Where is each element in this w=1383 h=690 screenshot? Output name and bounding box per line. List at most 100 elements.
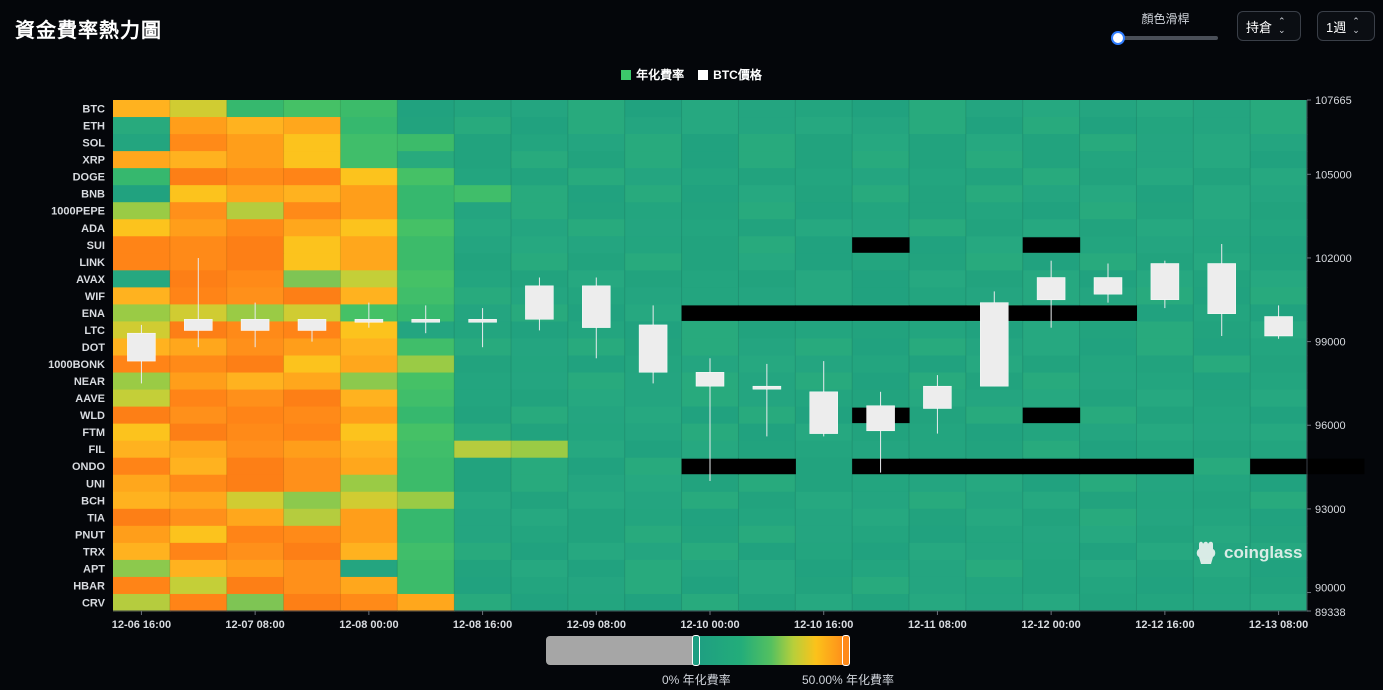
- heat-cell-SOL-13: [852, 134, 910, 152]
- heat-cell-DOGE-3: [283, 168, 342, 186]
- color-range-min-handle[interactable]: [692, 635, 700, 666]
- heat-cell-HBAR-2: [226, 576, 285, 595]
- heat-cell-BTC-19: [1193, 100, 1251, 118]
- heat-cell-SUI-8: [567, 236, 626, 254]
- time-tick-label: 12-11 08:00: [908, 619, 967, 631]
- heat-cell-CRV-13: [852, 593, 910, 612]
- heat-cell-1000BONK-16: [1022, 355, 1081, 374]
- heat-cell-FTM-3: [283, 423, 342, 442]
- heat-cell-DOGE-15: [965, 168, 1024, 186]
- heat-cell-BCH-0: [113, 491, 171, 510]
- heat-cell-FIL-14: [909, 440, 967, 459]
- color-range-max-handle[interactable]: [842, 635, 850, 666]
- heat-cell-PNUT-8: [567, 525, 626, 544]
- heat-cell-BNB-14: [909, 185, 967, 203]
- heat-cell-DOT-5: [397, 338, 455, 357]
- heat-cell-LTC-11: [738, 321, 796, 340]
- heat-cell-BNB-17: [1079, 185, 1138, 203]
- heat-cell-WLD-20: [1250, 406, 1308, 425]
- heat-cell-WLD-15: [965, 406, 1024, 425]
- btc-candle-body: [1036, 277, 1066, 301]
- heat-cell-1000PEPE-8: [567, 202, 626, 220]
- heat-cell-1000BONK-2: [226, 355, 285, 374]
- heat-cell-PNUT-16: [1022, 525, 1081, 544]
- color-range-bar[interactable]: [546, 635, 850, 666]
- heat-cell-SUI-14: [909, 236, 967, 254]
- heat-cell-TIA-12: [795, 508, 853, 527]
- heat-cell-NEAR-7: [511, 372, 569, 391]
- symbol-label: SUI: [87, 240, 105, 252]
- heat-cell-TIA-17: [1079, 508, 1138, 527]
- heat-cell-APT-7: [511, 559, 569, 578]
- heat-cell-PNUT-4: [340, 525, 398, 544]
- period-select[interactable]: 1週 ⌃ ⌄: [1317, 11, 1375, 41]
- color-slider-thumb[interactable]: [1111, 31, 1125, 45]
- heat-cell-APT-18: [1136, 559, 1194, 578]
- heat-cell-UNI-10: [681, 474, 740, 493]
- heat-cell-XRP-18: [1136, 151, 1194, 169]
- heat-cell-ENA-0: [113, 304, 171, 323]
- heat-cell-CRV-18: [1136, 593, 1194, 612]
- heat-cell-AVAX-11: [738, 270, 796, 288]
- symbol-label: HBAR: [73, 581, 105, 593]
- heat-cell-ONDO-7: [511, 457, 569, 476]
- legend-item-funding-rate[interactable]: 年化費率: [621, 66, 684, 83]
- btc-candle-body: [468, 319, 497, 323]
- position-select[interactable]: 持倉 ⌃ ⌄: [1237, 11, 1301, 41]
- heat-cell-ETH-5: [397, 117, 455, 135]
- heat-cell-AAVE-6: [454, 389, 512, 408]
- heat-cell-APT-19: [1193, 559, 1251, 578]
- heat-cell-ADA-17: [1079, 219, 1138, 237]
- heat-cell-TIA-7: [511, 508, 569, 527]
- heat-cell-AVAX-13: [852, 270, 910, 288]
- time-tick-label: 12-08 16:00: [453, 619, 512, 631]
- heat-cell-1000BONK-13: [852, 355, 910, 374]
- btc-candle-body: [582, 285, 611, 328]
- heat-cell-ETH-15: [965, 117, 1024, 135]
- heat-cell-1000PEPE-15: [965, 202, 1024, 220]
- heat-cell-FIL-2: [226, 440, 285, 459]
- heat-cell-ONDO-5: [397, 457, 455, 476]
- heat-cell-1000BONK-4: [340, 355, 398, 374]
- price-tick-label: 90000: [1315, 583, 1346, 595]
- heat-cell-XRP-7: [511, 151, 569, 169]
- heat-cell-ADA-2: [226, 219, 285, 237]
- heat-cell-LINK-17: [1079, 253, 1138, 271]
- heat-cell-AVAX-6: [454, 270, 512, 288]
- heat-cell-BTC-7: [511, 100, 569, 118]
- heat-cell-CRV-10: [681, 593, 740, 612]
- btc-candle-body: [752, 385, 782, 390]
- heat-cell-CRV-3: [283, 593, 342, 612]
- heat-cell-NEAR-5: [397, 372, 455, 391]
- heat-cell-TRX-3: [283, 542, 342, 561]
- heat-cell-XRP-4: [340, 151, 398, 169]
- heat-cell-WIF-6: [454, 287, 512, 305]
- heat-cell-FIL-0: [113, 440, 171, 459]
- heat-cell-AVAX-14: [909, 270, 967, 288]
- heat-cell-ONDO-8: [567, 457, 626, 476]
- no-data-cell-SUI-16: [1022, 237, 1081, 253]
- heat-cell-LINK-15: [965, 253, 1024, 271]
- heat-cell-FIL-8: [567, 440, 626, 459]
- color-slider-track[interactable]: [1117, 36, 1218, 40]
- heat-cell-NEAR-18: [1136, 372, 1194, 391]
- heat-cell-ADA-12: [795, 219, 853, 237]
- heat-cell-PNUT-10: [681, 525, 740, 544]
- no-data-cell-ONDO-15: [965, 458, 1024, 475]
- no-data-cell-ONDO-21: [1307, 458, 1365, 475]
- heat-cell-BNB-18: [1136, 185, 1194, 203]
- heat-cell-BTC-6: [454, 100, 512, 118]
- heat-cell-ADA-6: [454, 219, 512, 237]
- heat-cell-LTC-14: [909, 321, 967, 340]
- heat-cell-XRP-11: [738, 151, 796, 169]
- btc-candle-body: [923, 385, 952, 409]
- heat-cell-FTM-0: [113, 423, 171, 442]
- heat-cell-DOT-20: [1250, 338, 1308, 357]
- legend-item-btc-price[interactable]: BTC價格: [698, 66, 762, 83]
- heat-cell-1000BONK-6: [454, 355, 512, 374]
- btc-candle-body: [1207, 263, 1236, 314]
- heat-cell-FTM-8: [567, 423, 626, 442]
- symbol-label: NEAR: [74, 376, 105, 388]
- heat-cell-DOT-10: [681, 338, 740, 357]
- heat-cell-LINK-20: [1250, 253, 1308, 271]
